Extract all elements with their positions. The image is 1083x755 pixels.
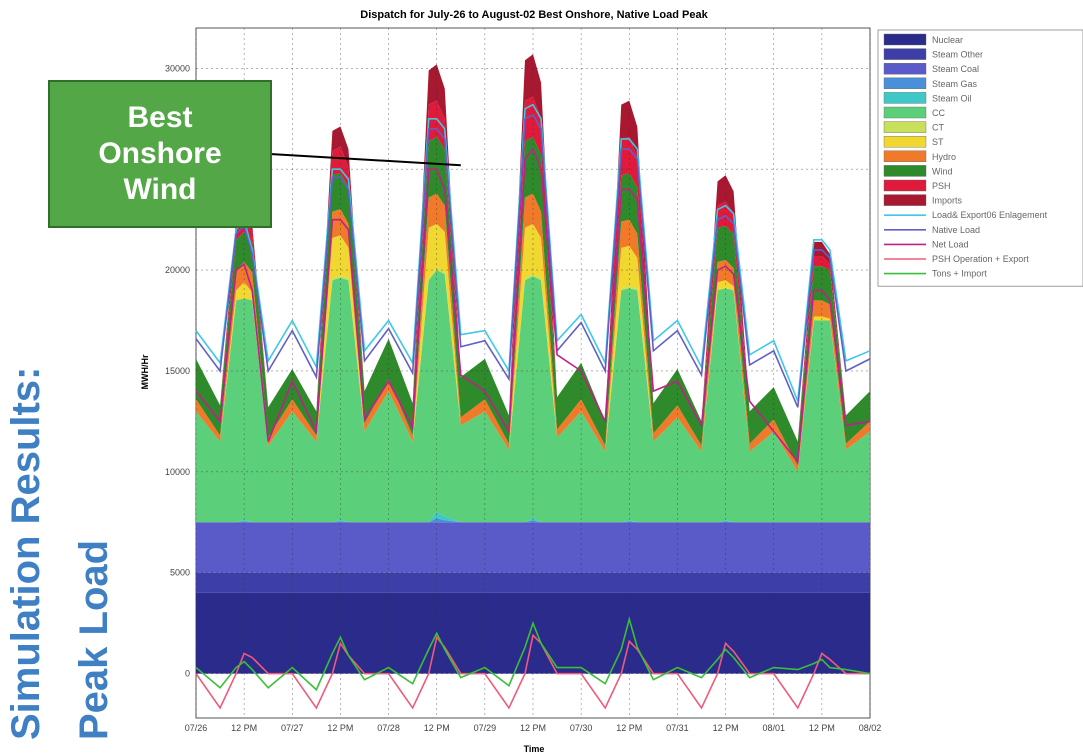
- legend-label: PSH Operation + Export: [932, 254, 1029, 264]
- legend-label: Tons + Import: [932, 269, 987, 279]
- legend-swatch: [883, 77, 927, 90]
- legend-label: Steam Coal: [932, 64, 979, 74]
- area-steam-oil: [196, 512, 870, 523]
- x-tick-label: 12 PM: [616, 723, 642, 733]
- x-tick-label: 12 PM: [713, 723, 739, 733]
- line-native-load: [195, 113, 871, 408]
- x-tick-label: 08/02: [859, 723, 882, 733]
- x-tick-label: 07/29: [474, 723, 497, 733]
- callout-line-1: Best: [127, 101, 193, 134]
- legend-label: Nuclear: [932, 35, 963, 45]
- x-tick-label: 12 PM: [424, 723, 450, 733]
- legend-label: Steam Gas: [932, 79, 978, 89]
- y-tick-label: 20000: [165, 265, 190, 275]
- line-tons-import: [195, 616, 871, 692]
- legend-swatch: [883, 92, 927, 104]
- y-tick-label: 5000: [170, 568, 190, 578]
- legend-swatch: [883, 194, 927, 206]
- y-tick-label: 10000: [165, 467, 190, 477]
- line-load-export06-enlagement: [195, 103, 871, 402]
- legend-swatch: [883, 33, 927, 46]
- area-steam-other: [196, 572, 870, 593]
- legend-swatch: [883, 135, 927, 148]
- legend-swatch: [883, 63, 927, 75]
- x-tick-label: 07/31: [666, 723, 689, 733]
- legend-label: Imports: [932, 196, 963, 206]
- legend-label: ST: [932, 137, 944, 147]
- x-tick-label: 08/01: [762, 723, 785, 733]
- area-steam-coal: [196, 522, 870, 573]
- legend-label: Native Load: [932, 225, 980, 235]
- x-tick-label: 07/27: [281, 723, 304, 733]
- legend-swatch: [883, 165, 927, 177]
- legend-swatch: [883, 48, 927, 60]
- callout-line-3: Wind: [123, 173, 197, 206]
- best-onshore-wind-callout: Best Onshore Wind: [48, 80, 272, 228]
- legend-label: Hydro: [932, 152, 956, 162]
- legend-label: Wind: [932, 166, 953, 176]
- legend-label: Net Load: [932, 239, 969, 249]
- x-tick-label: 12 PM: [520, 723, 546, 733]
- legend-swatch: [883, 179, 927, 192]
- callout-arrow: [269, 153, 461, 167]
- x-tick-label: 07/30: [570, 723, 593, 733]
- x-axis-label: Time: [524, 744, 545, 754]
- legend-label: Load& Export06 Enlagement: [932, 210, 1048, 220]
- legend-label: PSH: [932, 181, 951, 191]
- y-axis-label: MWH/Hr: [140, 354, 150, 389]
- legend-label: Steam Oil: [932, 93, 972, 103]
- line-psh-operation-export: [195, 633, 870, 710]
- line-net-load: [195, 147, 871, 464]
- legend-swatch: [883, 150, 927, 163]
- legend-label: CC: [932, 108, 945, 118]
- legend-label: Steam Other: [932, 50, 983, 60]
- legend-label: CT: [932, 123, 944, 133]
- callout-line-2: Onshore: [98, 137, 222, 170]
- x-tick-label: 12 PM: [327, 723, 353, 733]
- y-tick-label: 0: [185, 669, 190, 679]
- legend-swatch: [883, 106, 927, 119]
- y-tick-label: 15000: [165, 366, 190, 376]
- area-cc: [196, 270, 870, 523]
- x-tick-label: 07/26: [185, 723, 208, 733]
- chart-title: Dispatch for July-26 to August-02 Best O…: [360, 9, 708, 21]
- x-tick-label: 12 PM: [809, 723, 835, 733]
- y-tick-label: 30000: [165, 63, 190, 73]
- legend: Nuclear Steam Other Steam Coal Steam Gas Ste…: [877, 29, 1083, 287]
- x-tick-label: 12 PM: [231, 723, 257, 733]
- x-tick-label: 07/28: [377, 723, 400, 733]
- legend-swatch: [883, 121, 927, 133]
